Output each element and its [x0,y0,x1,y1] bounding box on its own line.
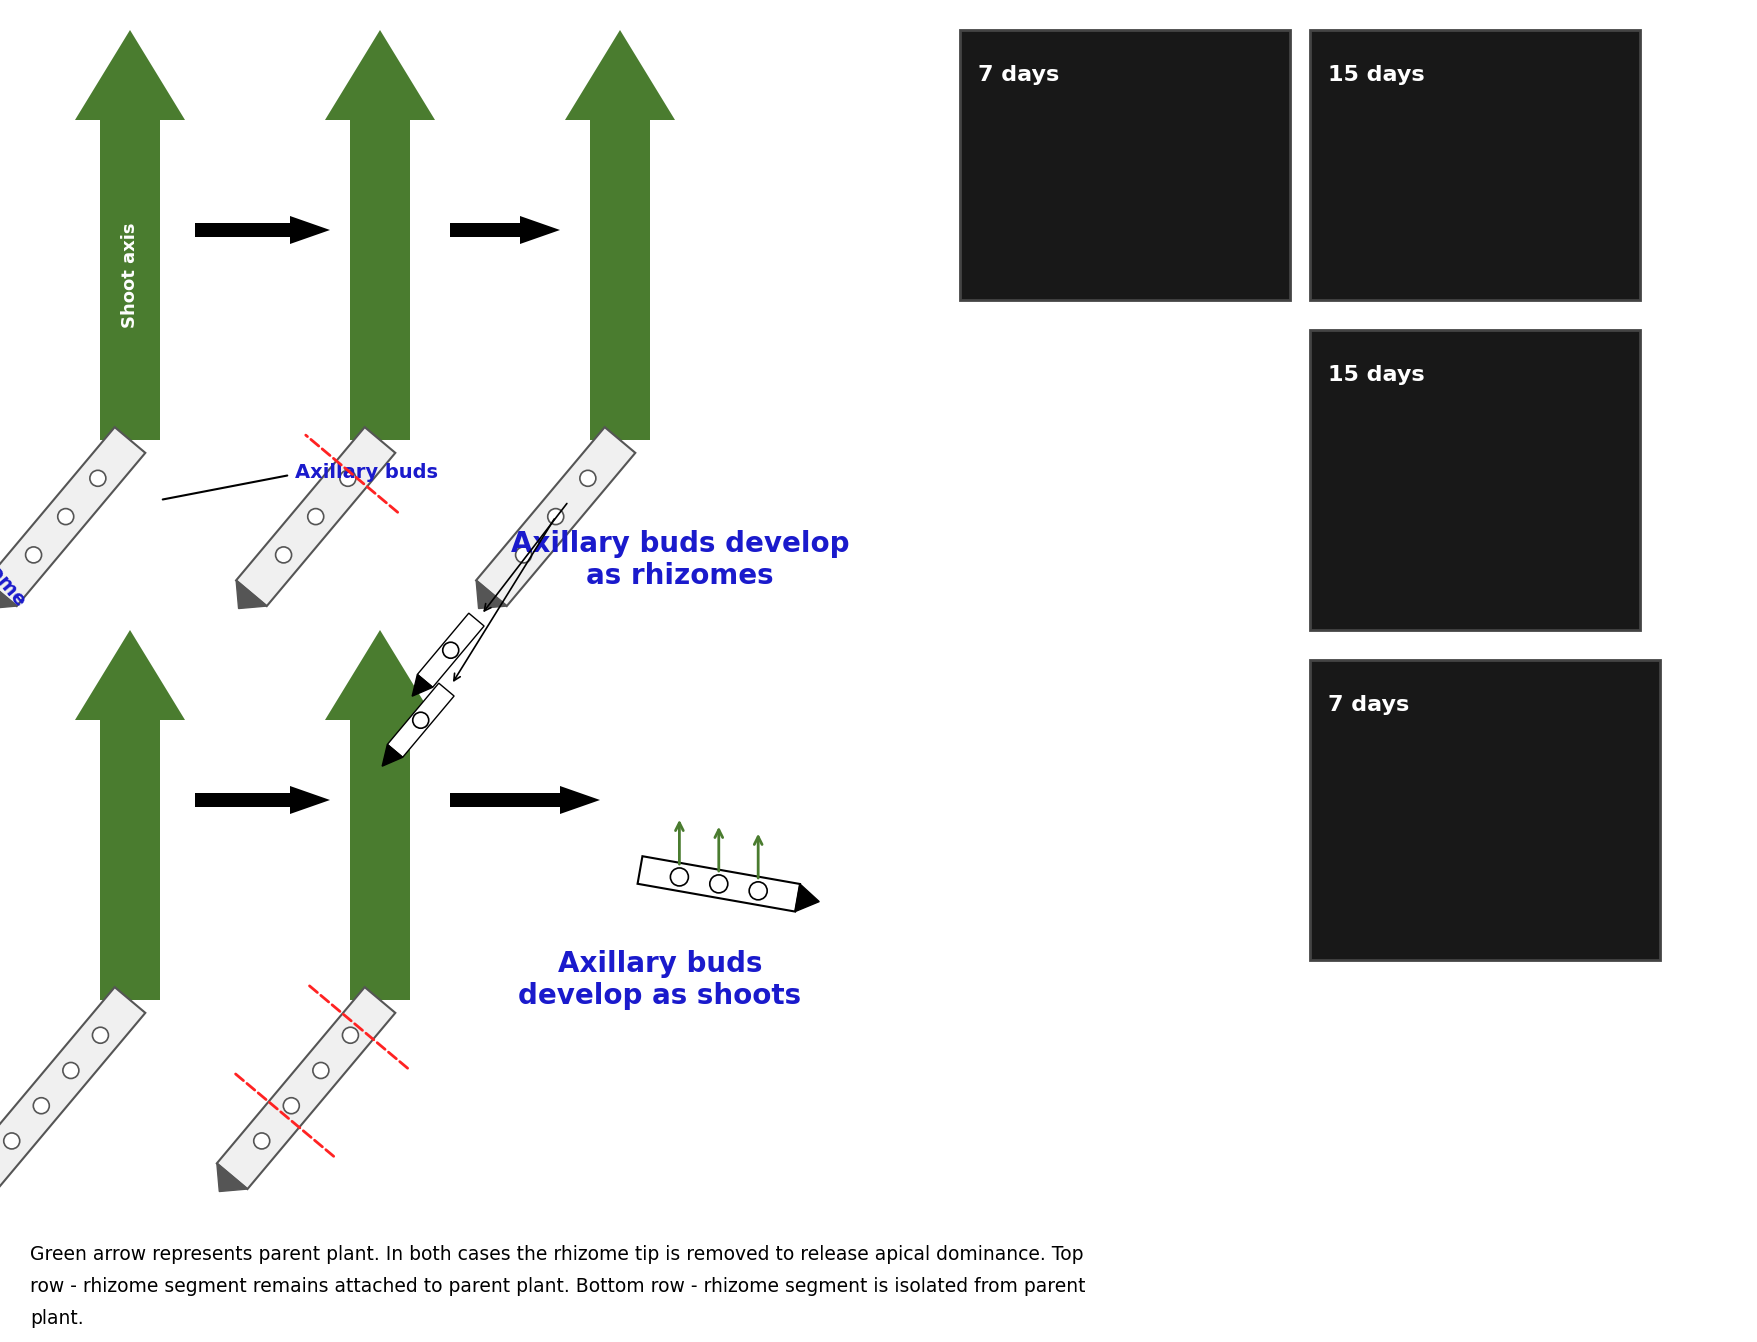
Polygon shape [0,988,146,1189]
Polygon shape [216,988,395,1189]
Polygon shape [560,786,599,815]
Circle shape [4,1133,19,1149]
Bar [100,721,160,1000]
Polygon shape [387,683,453,757]
Circle shape [307,509,323,525]
Circle shape [748,882,768,900]
Bar [450,223,520,238]
Polygon shape [76,30,184,119]
Circle shape [93,1027,109,1043]
Polygon shape [383,745,402,766]
Bar [450,793,560,807]
Polygon shape [0,427,146,607]
Circle shape [548,509,564,525]
Circle shape [283,1098,299,1114]
Circle shape [90,470,105,486]
Polygon shape [476,427,636,607]
Polygon shape [290,216,330,244]
Text: row - rhizome segment remains attached to parent plant. Bottom row - rhizome seg: row - rhizome segment remains attached t… [30,1278,1086,1296]
Bar [350,721,409,1000]
Polygon shape [235,427,395,607]
Circle shape [33,1098,49,1114]
Circle shape [276,548,292,562]
Polygon shape [76,629,184,721]
Polygon shape [796,884,819,911]
Polygon shape [476,580,506,608]
Text: 7 days: 7 days [1328,695,1409,715]
Polygon shape [0,580,18,608]
Circle shape [443,643,459,658]
Bar [1311,30,1639,301]
Text: Rhizome: Rhizome [0,527,28,612]
Text: 7 days: 7 days [979,64,1059,85]
Polygon shape [290,786,330,815]
Bar [590,119,650,440]
Circle shape [339,470,357,486]
Circle shape [26,548,42,562]
Circle shape [253,1133,271,1149]
Polygon shape [235,580,267,608]
Polygon shape [325,30,436,119]
Text: Shoot axis: Shoot axis [121,223,139,327]
Bar [195,223,290,238]
Text: Axillary buds: Axillary buds [295,463,437,482]
Circle shape [313,1063,329,1079]
Circle shape [671,868,689,886]
Text: Axillary buds
develop as shoots: Axillary buds develop as shoots [518,950,801,1011]
Polygon shape [418,613,485,687]
Circle shape [580,470,596,486]
Circle shape [343,1027,358,1043]
Polygon shape [638,856,799,911]
Text: plant.: plant. [30,1308,84,1329]
Text: 15 days: 15 days [1328,64,1425,85]
Polygon shape [566,30,675,119]
Circle shape [58,509,74,525]
Polygon shape [216,1164,248,1192]
Bar [100,119,160,440]
Bar [350,119,409,440]
Text: Axillary buds develop
as rhizomes: Axillary buds develop as rhizomes [511,530,849,590]
Polygon shape [413,675,432,696]
Circle shape [63,1063,79,1079]
Text: Green arrow represents parent plant. In both cases the rhizome tip is removed to: Green arrow represents parent plant. In … [30,1245,1084,1264]
Circle shape [515,548,532,562]
Bar [959,30,1290,301]
Text: 15 days: 15 days [1328,365,1425,385]
Circle shape [413,713,429,729]
Bar [1311,330,1639,629]
Bar [1311,660,1660,960]
Polygon shape [520,216,560,244]
Circle shape [710,875,727,892]
Polygon shape [325,629,436,721]
Bar [195,793,290,807]
